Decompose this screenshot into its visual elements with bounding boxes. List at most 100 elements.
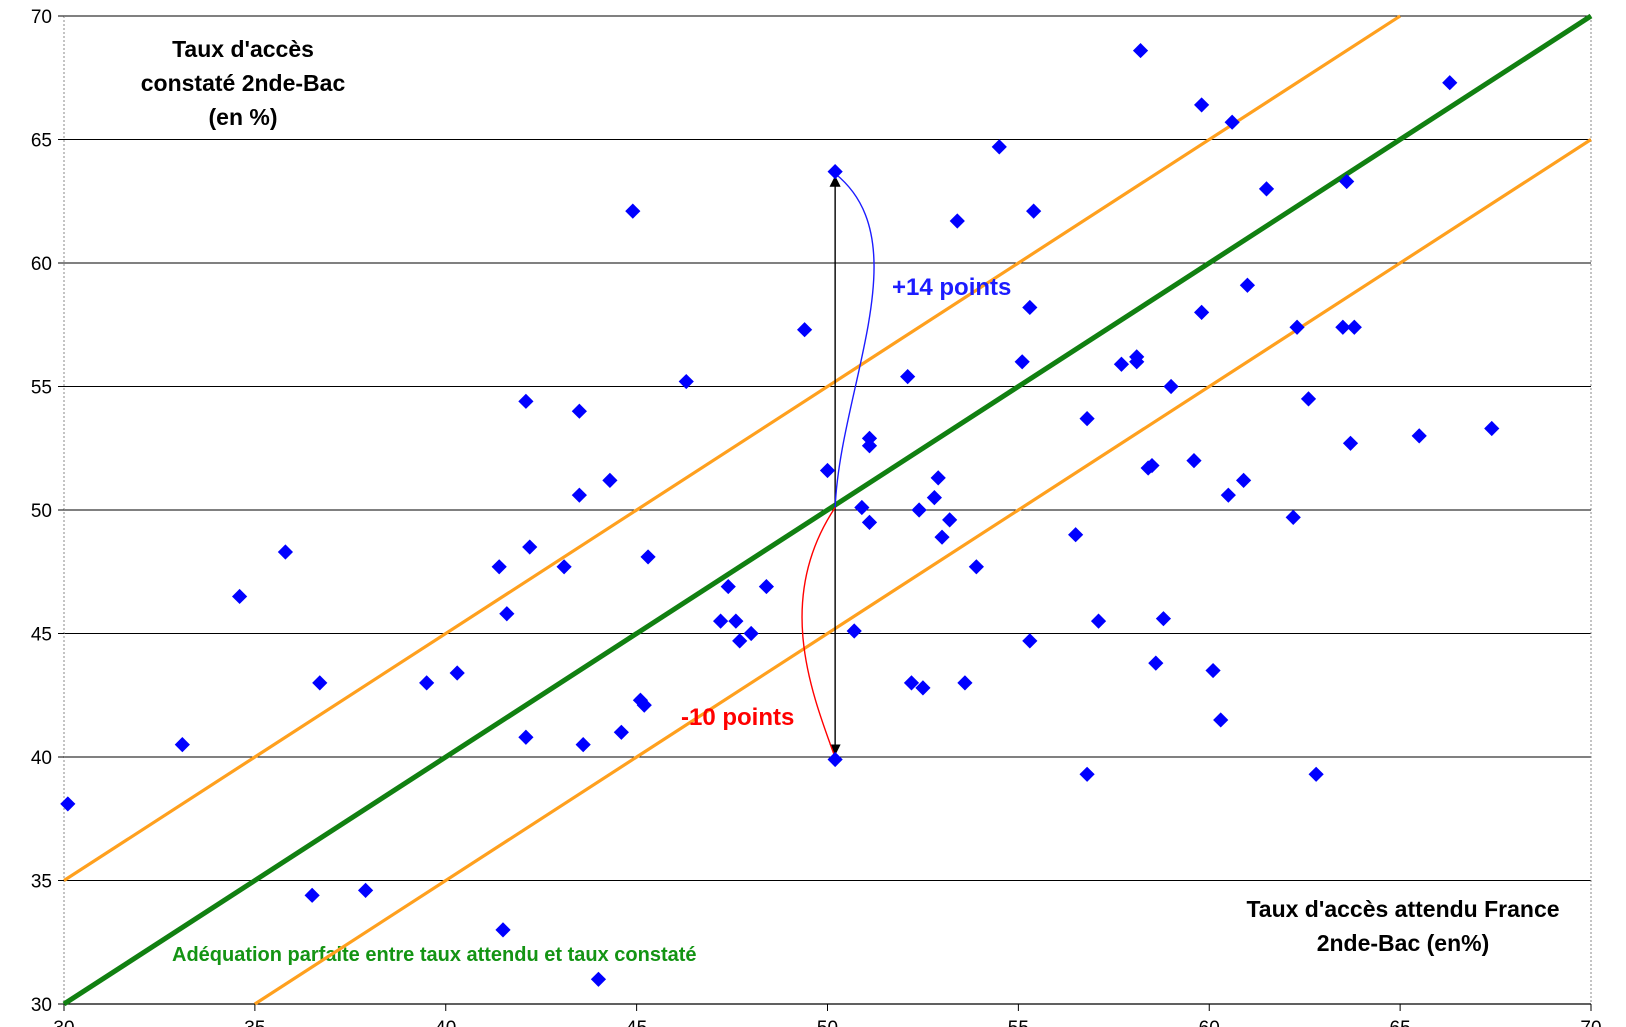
x-tick-label: 70 bbox=[1580, 1018, 1601, 1027]
x-tick-label: 50 bbox=[817, 1018, 838, 1027]
data-point bbox=[1155, 611, 1172, 627]
data-point bbox=[1026, 203, 1042, 219]
data-point bbox=[277, 544, 294, 560]
data-point bbox=[571, 403, 587, 419]
axes: 30 35 40 45 50 55 60 65 70 30 35 40 45 50 55 60 65 70 bbox=[31, 7, 1602, 1027]
positive-gap-label: +14 points bbox=[892, 274, 1011, 301]
data-point bbox=[625, 203, 641, 219]
data-point bbox=[1148, 655, 1164, 671]
data-point bbox=[1113, 356, 1130, 372]
data-point bbox=[518, 729, 534, 745]
data-point bbox=[1484, 420, 1500, 437]
x-tick-label: 55 bbox=[1008, 1018, 1029, 1027]
data-point bbox=[854, 499, 870, 516]
data-point bbox=[1132, 42, 1149, 59]
data-point bbox=[449, 665, 465, 681]
data-point bbox=[419, 675, 435, 691]
data-point bbox=[903, 675, 920, 691]
data-point bbox=[636, 697, 652, 713]
reference-lines: Adéquation parfaite entre taux attendu e… bbox=[62, 13, 1593, 1007]
data-point bbox=[1090, 613, 1107, 629]
data-point bbox=[491, 559, 507, 575]
x-tick-label: 30 bbox=[53, 1018, 74, 1027]
data-point bbox=[1339, 173, 1355, 190]
data-point bbox=[942, 512, 958, 528]
data-point bbox=[915, 680, 931, 696]
data-point bbox=[1258, 181, 1275, 197]
band-line bbox=[63, 14, 1401, 882]
data-point bbox=[1022, 299, 1038, 316]
data-point bbox=[949, 213, 965, 229]
y-tick-label: 45 bbox=[31, 625, 52, 646]
data-point bbox=[713, 613, 729, 629]
y-tick-label: 65 bbox=[31, 131, 52, 152]
x-axis-label-line-1: Taux d'accès attendu France bbox=[1246, 896, 1559, 922]
data-point bbox=[957, 675, 973, 691]
data-point bbox=[357, 882, 374, 898]
y-tick-label: 30 bbox=[31, 995, 52, 1016]
data-point bbox=[232, 588, 248, 605]
y-axis-label-line-2: constaté 2nde-Bac bbox=[141, 70, 346, 96]
data-point bbox=[304, 887, 320, 903]
data-point bbox=[743, 625, 759, 642]
data-point bbox=[926, 490, 942, 506]
data-point bbox=[499, 606, 515, 622]
data-point bbox=[930, 470, 946, 486]
gridlines bbox=[64, 15, 1591, 881]
data-point bbox=[827, 164, 843, 180]
data-point bbox=[556, 559, 572, 575]
data-point bbox=[1224, 114, 1240, 130]
diagonal-label: Adéquation parfaite entre taux attendu e… bbox=[172, 944, 697, 966]
data-point bbox=[934, 529, 950, 545]
negative-gap-label: -10 points bbox=[681, 704, 794, 731]
data-point bbox=[796, 322, 813, 338]
data-point bbox=[1442, 75, 1458, 91]
data-point bbox=[678, 373, 694, 390]
positive-gap-curve bbox=[834, 173, 875, 508]
data-point bbox=[1236, 472, 1252, 488]
x-tick-label: 60 bbox=[1199, 1018, 1220, 1027]
y-tick-label: 35 bbox=[31, 872, 52, 893]
data-point bbox=[590, 971, 607, 987]
data-point bbox=[846, 623, 862, 639]
data-point bbox=[1079, 766, 1095, 782]
data-point bbox=[1346, 319, 1362, 335]
data-point bbox=[571, 487, 587, 503]
data-point bbox=[1342, 435, 1359, 451]
data-point bbox=[1239, 277, 1256, 293]
x-tick-label: 45 bbox=[626, 1018, 647, 1027]
y-axis-label-line-1: Taux d'accès bbox=[172, 36, 314, 62]
data-point bbox=[1285, 509, 1301, 526]
data-point bbox=[1411, 428, 1427, 444]
data-point bbox=[1163, 378, 1179, 395]
data-point bbox=[174, 737, 190, 753]
data-point bbox=[640, 549, 656, 565]
data-point bbox=[827, 751, 843, 768]
x-tick-label: 40 bbox=[435, 1018, 456, 1027]
data-point bbox=[1289, 319, 1305, 335]
data-point bbox=[1079, 411, 1095, 427]
data-point bbox=[1205, 662, 1221, 679]
data-point bbox=[1213, 712, 1229, 728]
data-point bbox=[1300, 391, 1317, 407]
y-axis-label-line-3: (en %) bbox=[209, 104, 278, 130]
data-point bbox=[1220, 487, 1236, 503]
annotations: +14 points -10 points bbox=[681, 173, 1011, 758]
diagonal-reference-line bbox=[62, 13, 1593, 1007]
data-point bbox=[728, 613, 744, 629]
data-point bbox=[518, 393, 534, 409]
data-point bbox=[1014, 354, 1030, 370]
data-point bbox=[613, 724, 629, 740]
data-point bbox=[1194, 304, 1210, 320]
data-point bbox=[1194, 97, 1210, 113]
x-axis-label-line-2: 2nde-Bac (en%) bbox=[1317, 930, 1490, 956]
x-tick-label: 65 bbox=[1390, 1018, 1411, 1027]
data-point bbox=[602, 472, 618, 488]
data-point bbox=[1186, 453, 1202, 469]
data-point bbox=[991, 139, 1007, 155]
data-point bbox=[758, 578, 775, 595]
band-line bbox=[254, 138, 1592, 1006]
data-point bbox=[575, 737, 591, 753]
data-point bbox=[1335, 319, 1351, 335]
